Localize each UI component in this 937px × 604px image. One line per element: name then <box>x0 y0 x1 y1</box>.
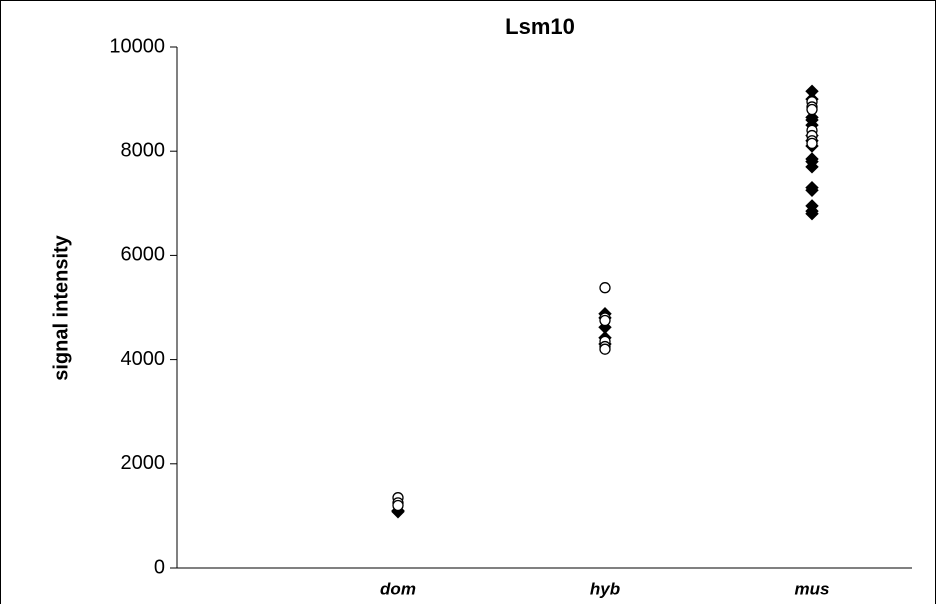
circle-marker <box>392 499 404 512</box>
chart-title: Lsm10 <box>505 14 575 39</box>
y-tick-label: 8000 <box>121 139 166 161</box>
y-tick-label: 4000 <box>121 348 166 370</box>
circle-marker <box>599 343 611 355</box>
x-tick-label: mus <box>795 579 830 598</box>
diamond-marker <box>805 183 819 197</box>
x-tick-label: dom <box>380 579 416 598</box>
y-tick-label: 0 <box>154 556 165 578</box>
circle-marker <box>806 137 818 150</box>
circle-marker <box>806 103 818 116</box>
y-tick-label: 6000 <box>121 244 166 266</box>
diamond-marker <box>805 160 819 174</box>
y-axis-label: signal intensity <box>50 234 72 380</box>
y-tick-label: 10000 <box>109 35 165 57</box>
circle-marker <box>599 282 611 294</box>
diamond-marker <box>805 207 819 221</box>
y-tick-label: 2000 <box>121 452 166 474</box>
circle-marker <box>599 314 611 327</box>
x-tick-label: hyb <box>590 579 620 598</box>
